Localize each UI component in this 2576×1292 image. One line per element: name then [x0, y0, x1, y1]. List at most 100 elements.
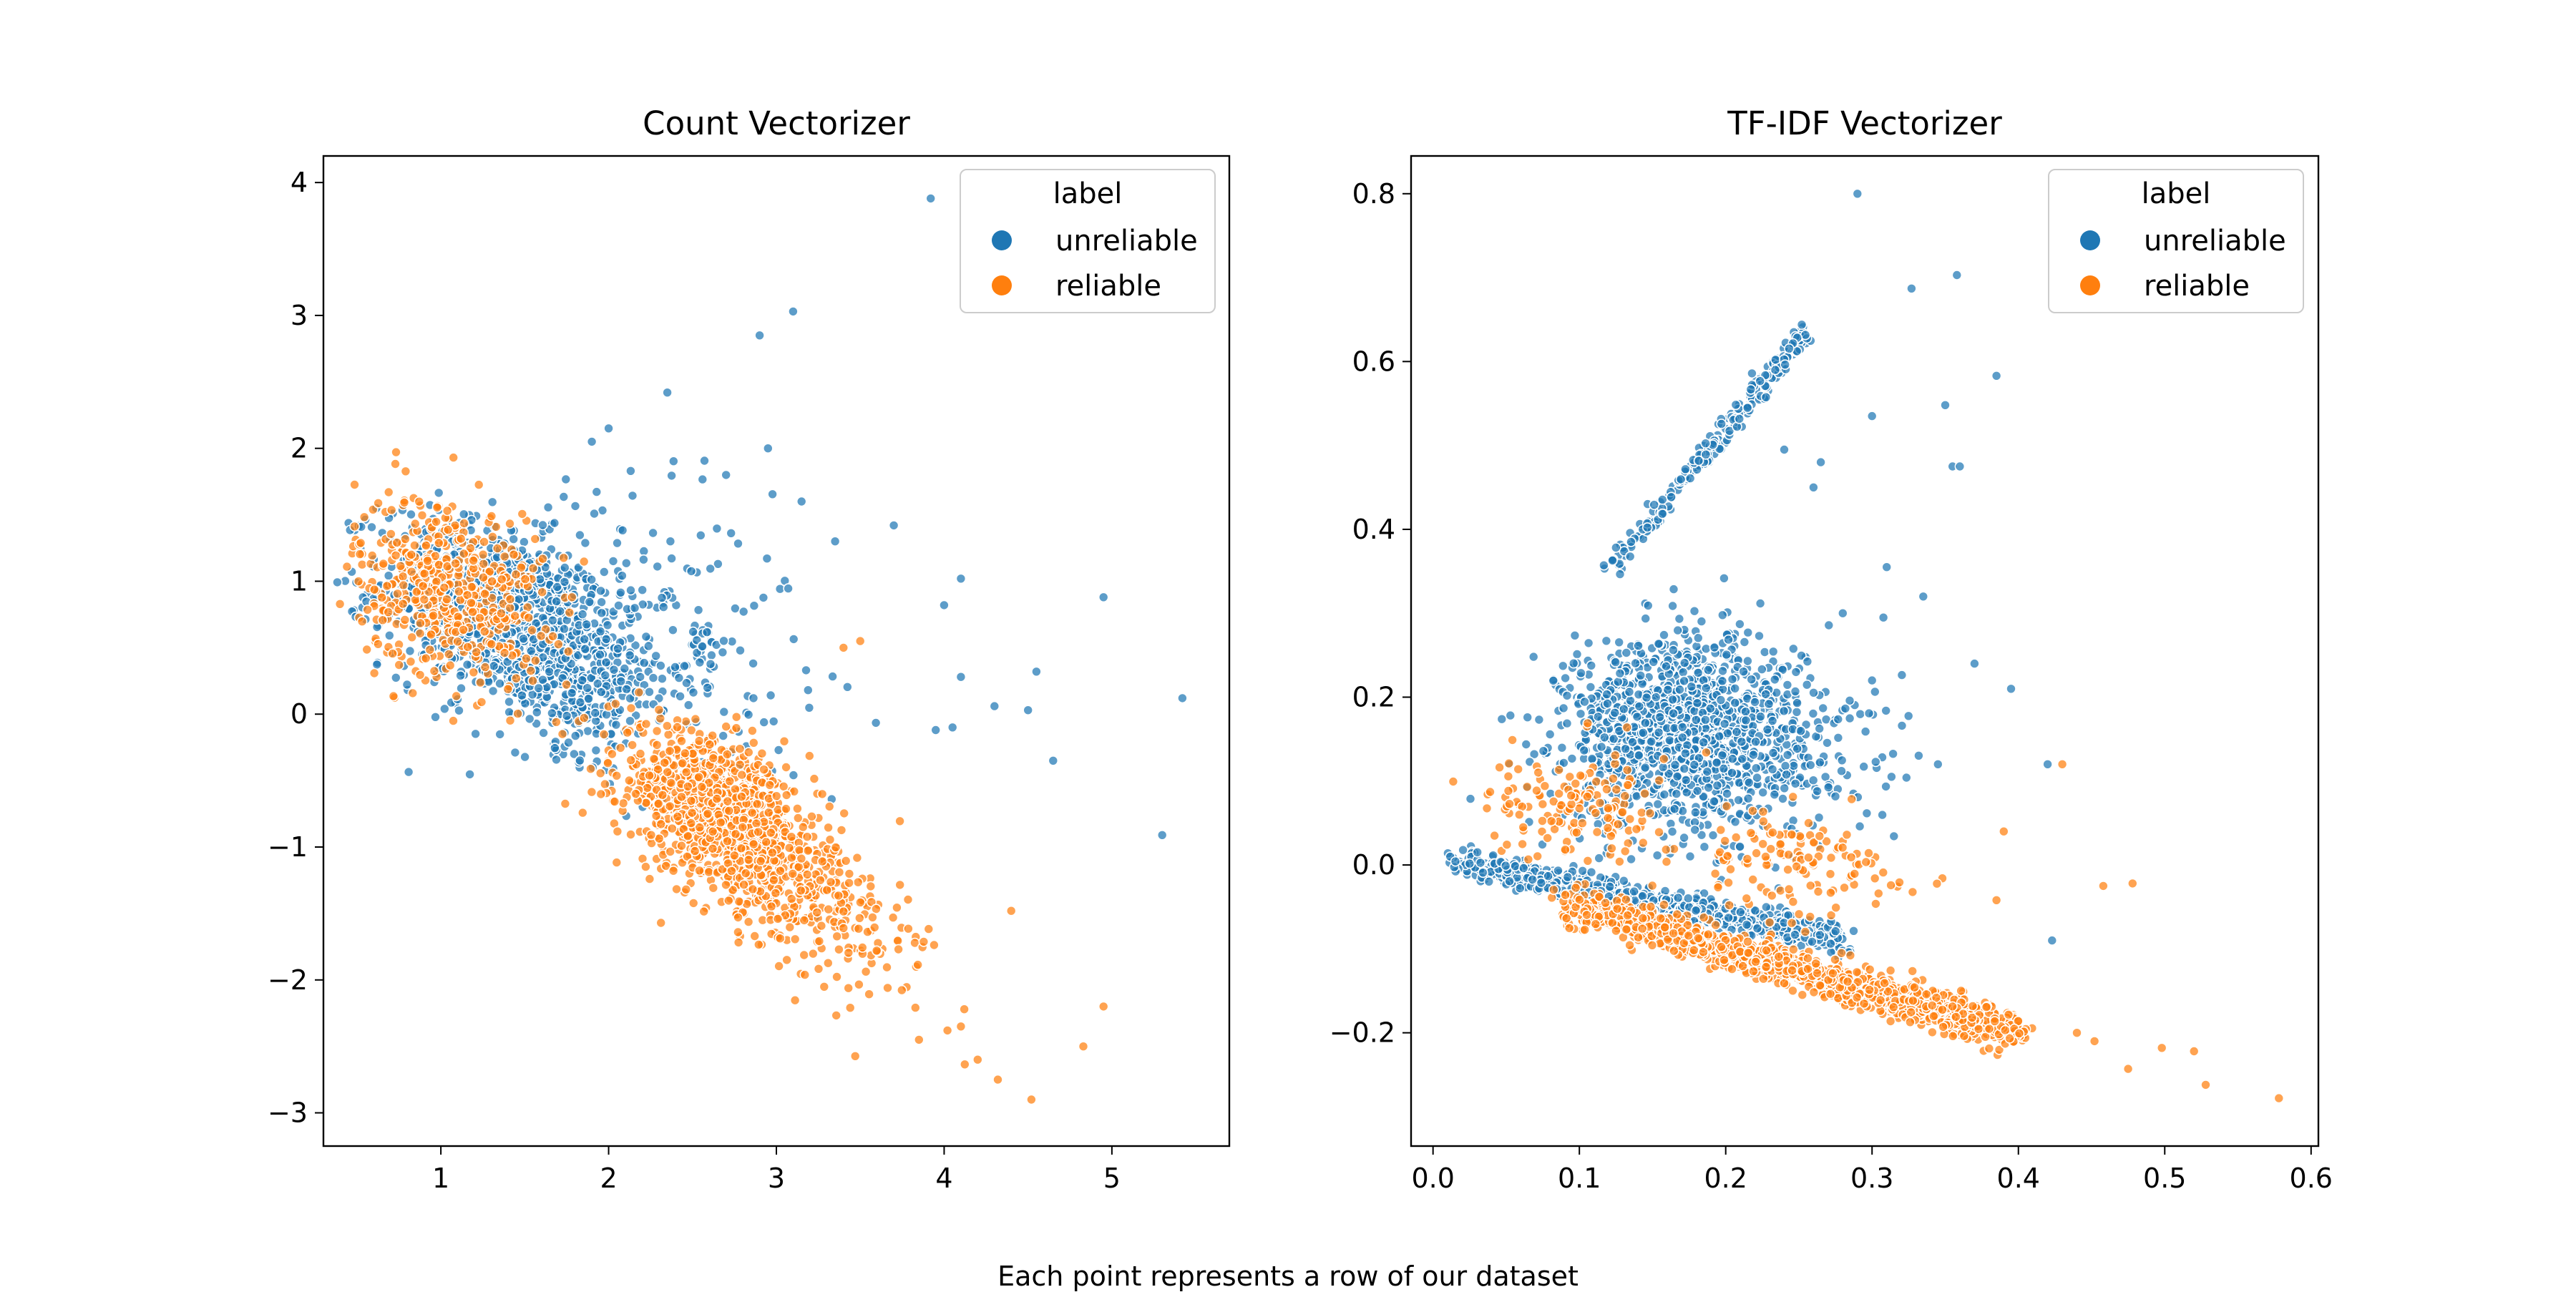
- point-unreliable: [613, 539, 622, 548]
- point-reliable: [732, 723, 741, 733]
- point-reliable: [656, 820, 665, 829]
- point-reliable: [754, 940, 763, 949]
- point-unreliable: [1633, 712, 1642, 721]
- point-unreliable: [519, 634, 528, 643]
- point-unreliable: [625, 651, 635, 660]
- point-unreliable: [1769, 748, 1778, 758]
- point-reliable: [537, 587, 547, 597]
- point-unreliable: [1665, 735, 1674, 745]
- point-reliable: [342, 562, 351, 572]
- point-reliable: [443, 506, 452, 516]
- point-unreliable: [758, 593, 768, 602]
- point-unreliable: [1914, 751, 1923, 760]
- point-reliable: [411, 519, 420, 529]
- y-tick-label: 4: [291, 167, 308, 198]
- point-unreliable: [1678, 723, 1687, 732]
- point-reliable: [689, 899, 698, 908]
- point-reliable: [558, 730, 567, 739]
- point-unreliable: [1641, 614, 1650, 623]
- point-unreliable: [1789, 816, 1798, 826]
- point-unreliable: [1646, 737, 1656, 746]
- point-reliable: [761, 838, 771, 847]
- point-unreliable: [1563, 691, 1572, 700]
- point-unreliable: [1614, 677, 1623, 687]
- point-unreliable: [1586, 661, 1596, 670]
- point-reliable: [705, 740, 714, 749]
- point-reliable: [643, 783, 652, 793]
- y-tick-label: 2: [291, 433, 308, 464]
- point-unreliable: [463, 660, 472, 670]
- point-unreliable: [1668, 827, 1677, 836]
- point-reliable: [631, 789, 640, 798]
- point-unreliable: [1573, 650, 1582, 659]
- point-unreliable: [1809, 775, 1818, 785]
- point-unreliable: [1679, 833, 1689, 843]
- point-unreliable: [1579, 746, 1589, 755]
- point-reliable: [587, 788, 596, 797]
- point-reliable: [654, 799, 663, 808]
- point-reliable: [814, 964, 824, 974]
- point-unreliable: [1546, 730, 1555, 739]
- point-unreliable: [680, 662, 689, 671]
- point-unreliable: [1673, 626, 1682, 635]
- point-reliable: [406, 657, 416, 666]
- point-unreliable: [1749, 750, 1758, 760]
- point-reliable: [831, 843, 841, 852]
- point-reliable: [883, 983, 892, 992]
- x-tick-label: 1: [432, 1163, 449, 1194]
- point-reliable: [467, 582, 477, 592]
- point-reliable: [973, 1055, 982, 1065]
- point-unreliable: [1597, 743, 1606, 752]
- point-unreliable: [1735, 842, 1745, 851]
- point-unreliable: [1699, 842, 1709, 851]
- point-unreliable: [471, 729, 480, 738]
- point-reliable: [457, 534, 466, 544]
- point-unreliable: [440, 704, 449, 713]
- point-unreliable: [828, 672, 837, 681]
- point-reliable: [451, 559, 460, 568]
- point-reliable: [730, 851, 739, 860]
- point-reliable: [736, 843, 746, 853]
- point-unreliable: [1859, 762, 1868, 771]
- point-unreliable: [889, 521, 899, 530]
- point-reliable: [368, 551, 377, 560]
- point-unreliable: [1888, 749, 1898, 758]
- y-tick-label: 0: [291, 698, 308, 730]
- point-reliable: [444, 525, 453, 534]
- point-unreliable: [1744, 794, 1753, 803]
- point-reliable: [509, 550, 518, 559]
- point-unreliable: [719, 708, 728, 717]
- point-reliable: [356, 549, 365, 559]
- point-reliable: [354, 577, 364, 586]
- point-unreliable: [1584, 638, 1594, 647]
- point-unreliable: [659, 602, 668, 612]
- point-reliable: [487, 512, 496, 521]
- point-unreliable: [1737, 737, 1746, 746]
- point-unreliable: [1720, 719, 1729, 728]
- point-reliable: [793, 804, 802, 813]
- point-reliable: [530, 534, 540, 544]
- point-reliable: [741, 868, 751, 878]
- point-unreliable: [1714, 732, 1724, 741]
- point-reliable: [444, 650, 454, 659]
- point-unreliable: [684, 700, 693, 710]
- point-reliable: [897, 986, 907, 995]
- point-unreliable: [1673, 772, 1682, 781]
- point-unreliable: [1603, 699, 1612, 708]
- point-unreliable: [763, 444, 773, 453]
- point-unreliable: [1655, 713, 1664, 722]
- point-reliable: [459, 625, 468, 635]
- point-reliable: [854, 924, 863, 934]
- point-reliable: [919, 937, 928, 946]
- point-unreliable: [1631, 659, 1640, 668]
- point-reliable: [512, 570, 521, 579]
- point-reliable: [780, 737, 789, 746]
- point-unreliable: [1497, 715, 1506, 724]
- point-unreliable: [404, 768, 414, 777]
- point-unreliable: [718, 731, 728, 740]
- point-unreliable: [1702, 767, 1712, 776]
- point-reliable: [673, 723, 682, 732]
- point-unreliable: [591, 745, 600, 755]
- point-reliable: [580, 713, 589, 723]
- point-unreliable: [1718, 666, 1727, 675]
